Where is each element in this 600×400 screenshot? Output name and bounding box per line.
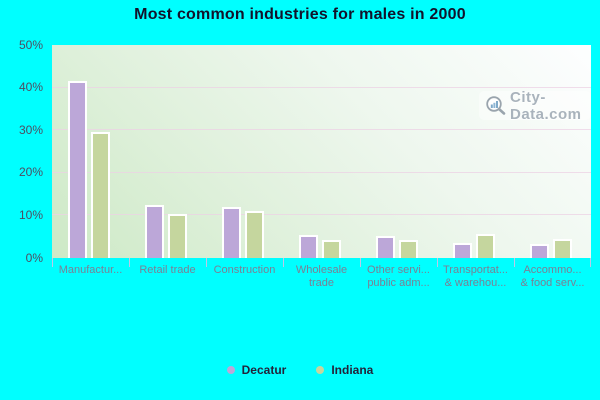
legend-label-indiana: Indiana <box>331 363 374 377</box>
bar-decatur-1 <box>145 205 164 258</box>
x-axis-label-5: Transportat... & warehou... <box>442 264 508 289</box>
gridline-10 <box>52 214 591 216</box>
bar-decatur-5 <box>453 243 472 258</box>
x-axis-ticks <box>52 258 591 267</box>
watermark-text: City-Data.com <box>510 88 582 123</box>
axis-tick-4 <box>360 258 361 267</box>
y-axis-label-30: 30% <box>18 122 43 137</box>
axis-tick-5 <box>437 258 438 267</box>
legend-swatch-decatur <box>226 366 235 374</box>
x-axis-label-4: Other servi... public adm... <box>367 264 430 289</box>
bar-decatur-4 <box>376 236 395 258</box>
legend-item-indiana: Indiana <box>316 363 373 377</box>
y-axis-label-0: 0% <box>25 250 43 265</box>
bar-decatur-0 <box>68 81 87 258</box>
gridline-40 <box>52 86 591 88</box>
bar-indiana-2 <box>245 211 264 258</box>
bar-indiana-1 <box>168 214 187 258</box>
x-axis-label-1: Retail trade <box>139 264 196 276</box>
bar-indiana-6 <box>553 239 572 258</box>
axis-tick-6 <box>514 258 515 267</box>
x-axis-label-0: Manufactur... <box>58 264 123 276</box>
axis-tick-7 <box>590 258 591 267</box>
bar-decatur-2 <box>222 207 241 258</box>
y-axis-label-20: 20% <box>18 165 43 180</box>
y-axis-label-10: 10% <box>18 207 43 222</box>
bar-decatur-6 <box>530 244 549 258</box>
axis-tick-0 <box>52 258 53 267</box>
bar-indiana-3 <box>322 240 341 258</box>
chart-title: Most common industries for males in 2000 <box>134 6 466 23</box>
magnifier-bar-chart-icon <box>484 94 508 118</box>
legend-swatch-indiana <box>316 366 325 374</box>
y-axis: 0% 10% 20% 30% 40% 50% <box>0 38 47 265</box>
bar-indiana-0 <box>91 132 110 258</box>
bar-indiana-4 <box>399 240 418 258</box>
legend: Decatur Indiana <box>0 363 600 377</box>
x-axis-label-3: Wholesale trade <box>295 264 348 289</box>
legend-item-decatur: Decatur <box>226 363 287 377</box>
legend-label-decatur: Decatur <box>241 363 287 377</box>
gridline-20 <box>52 171 591 173</box>
gridline-30 <box>52 129 591 131</box>
x-axis-label-2: Construction <box>213 264 276 276</box>
plot-area: City-Data.com <box>52 45 591 258</box>
x-axis-labels: Manufactur... Retail trade Construction Who… <box>52 264 591 290</box>
bar-indiana-5 <box>476 234 495 258</box>
y-axis-label-50: 50% <box>18 37 43 52</box>
y-axis-label-40: 40% <box>18 80 43 95</box>
axis-tick-1 <box>129 258 130 267</box>
axis-tick-3 <box>283 258 284 267</box>
watermark: City-Data.com <box>479 88 591 123</box>
bar-decatur-3 <box>299 235 318 258</box>
axis-tick-2 <box>206 258 207 267</box>
x-axis-label-6: Accommo... & food serv... <box>520 264 585 289</box>
